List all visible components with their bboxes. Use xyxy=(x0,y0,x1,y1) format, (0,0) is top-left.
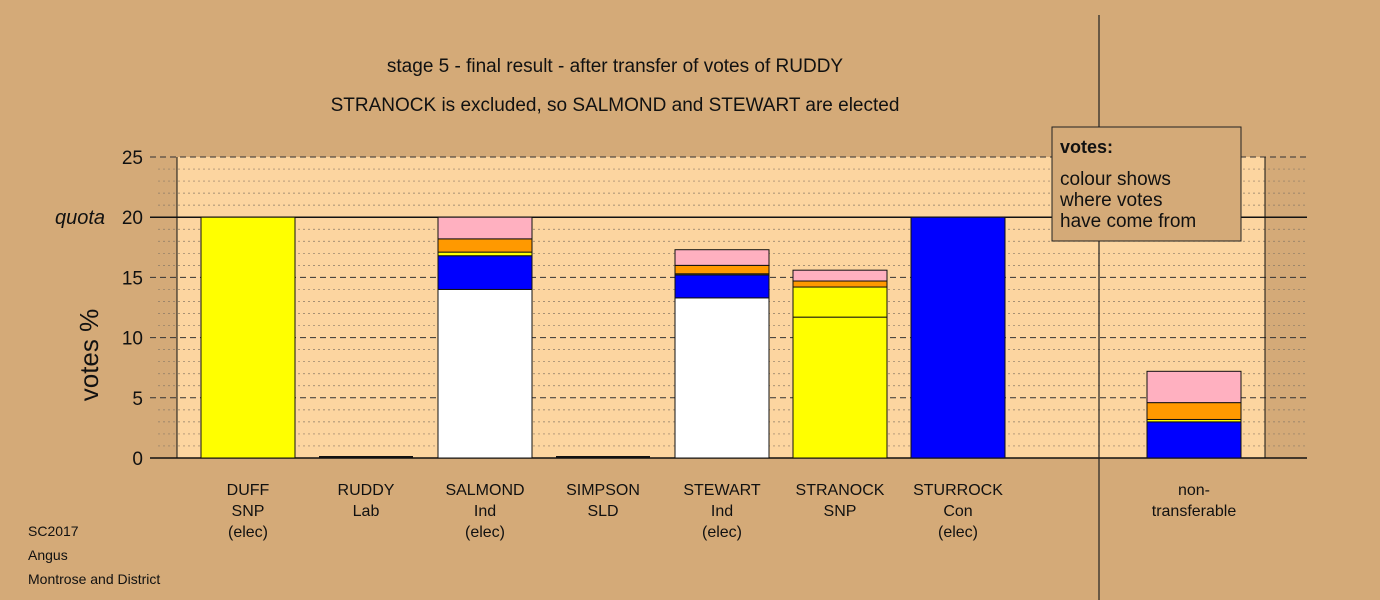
category-label: STURROCK xyxy=(913,482,1003,499)
bar-segment xyxy=(674,264,770,275)
y-tick-label: 25 xyxy=(122,148,143,169)
bar-segment xyxy=(437,251,533,257)
bar-segment xyxy=(674,297,770,459)
y-tick-label: 20 xyxy=(122,208,143,229)
bar-segment xyxy=(792,316,888,459)
bar-segment xyxy=(792,269,888,282)
bar-segment xyxy=(1146,421,1242,459)
legend-line: where votes xyxy=(1059,190,1162,211)
chart-subtitle: STRANOCK is excluded, so SALMOND and STE… xyxy=(331,95,900,116)
y-tick-label: 10 xyxy=(122,329,143,350)
category-label: non- xyxy=(1178,482,1210,499)
category-label: STRANOCK xyxy=(796,482,885,499)
bar-segment xyxy=(437,216,533,240)
y-tick-label: 5 xyxy=(132,389,143,410)
category-label: SALMOND xyxy=(445,482,524,499)
category-label: Ind xyxy=(474,503,496,520)
category-label: Ind xyxy=(711,503,733,520)
category-labels: DUFF SNP (elec) RUDDY Lab SALMOND Ind (elec) SIM… xyxy=(227,482,1237,541)
legend-line: have come from xyxy=(1060,211,1196,232)
category-label: SNP xyxy=(824,503,857,520)
bar-segment xyxy=(437,238,533,253)
bar-segment xyxy=(437,255,533,290)
category-label: SNP xyxy=(232,503,265,520)
bar-segment xyxy=(674,249,770,266)
category-label: (elec) xyxy=(938,524,978,541)
category-label: DUFF xyxy=(227,482,270,499)
legend-line: colour shows xyxy=(1060,169,1171,190)
category-label: SIMPSON xyxy=(566,482,640,499)
legend-box: votes: colour shows where votes have com… xyxy=(1051,126,1242,242)
chart-title: stage 5 - final result - after transfer … xyxy=(387,56,844,77)
bar-segment xyxy=(437,288,533,459)
footer-line: Montrose and District xyxy=(28,571,160,587)
y-axis-label: votes % xyxy=(74,309,104,402)
bar-segment xyxy=(1146,370,1242,404)
bar-segment xyxy=(910,216,1006,459)
category-label: Lab xyxy=(353,503,380,520)
category-label: SLD xyxy=(587,503,618,520)
category-label: (elec) xyxy=(228,524,268,541)
bar-segment xyxy=(792,280,888,288)
footer-line: Angus xyxy=(28,547,68,563)
bar-segment xyxy=(792,286,888,318)
footer-line: SC2017 xyxy=(28,523,79,539)
bar-segment xyxy=(1146,402,1242,420)
category-label: Con xyxy=(943,503,972,520)
legend-title: votes: xyxy=(1060,137,1113,157)
bar-segment xyxy=(200,216,296,459)
category-label: (elec) xyxy=(702,524,742,541)
y-tick-label: 0 xyxy=(132,449,143,470)
category-label: RUDDY xyxy=(338,482,395,499)
quota-label: quota xyxy=(55,207,105,229)
y-axis-ticks: 0 5 10 15 20 25 quota xyxy=(55,148,143,470)
bars xyxy=(200,216,1242,459)
category-label: (elec) xyxy=(465,524,505,541)
category-label: transferable xyxy=(1152,503,1237,520)
bar-segment xyxy=(674,274,770,299)
y-tick-label: 15 xyxy=(122,268,143,289)
category-label: STEWART xyxy=(683,482,761,499)
